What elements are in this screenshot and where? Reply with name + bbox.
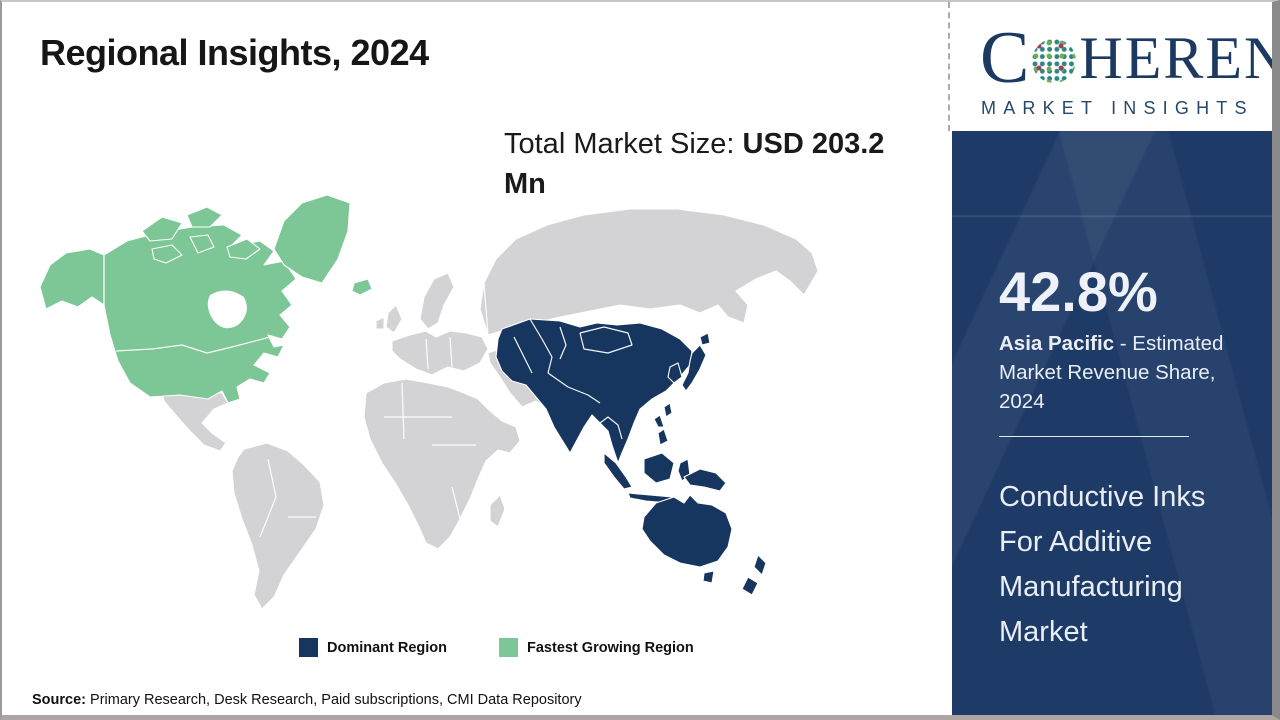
border-usa-canada	[115, 336, 271, 354]
border-china-india	[547, 372, 601, 404]
legend-item-fastest-growing: Fastest Growing Region	[499, 638, 694, 657]
landmass-asia-main	[495, 318, 693, 464]
border-europe-1	[425, 338, 429, 370]
revenue-share-region: Asia Pacific	[999, 332, 1115, 355]
landmass-tasmania	[702, 570, 715, 584]
landmass-russia	[479, 208, 819, 336]
market-name: Conductive Inks For Additive Manufacturi…	[999, 481, 1206, 648]
landmass-sumatra	[603, 452, 633, 490]
landmass-australia	[641, 494, 733, 568]
landmass-new-guinea	[683, 468, 727, 492]
border-mongolia	[579, 326, 633, 354]
border-europe-2	[449, 336, 453, 368]
source-line: Source: Primary Research, Desk Research,…	[32, 692, 582, 708]
logo-letter-c: C	[980, 17, 1030, 99]
landmass-philippines-1	[653, 414, 665, 428]
logo-wordmark: HERENT	[1079, 25, 1272, 91]
world-map-svg	[39, 194, 819, 610]
sidebar: 42.8% Asia Pacific - Estimated Market Re…	[952, 131, 1272, 715]
border-europe-russia	[483, 282, 489, 336]
landmass-arctic-island-5	[226, 238, 261, 260]
landmass-taiwan	[663, 402, 673, 418]
legend-item-dominant: Dominant Region	[299, 638, 447, 657]
landmass-madagascar	[489, 494, 506, 528]
border-central-asia-2	[559, 326, 567, 360]
landmass-ireland	[375, 316, 385, 330]
source-text: Primary Research, Desk Research, Paid su…	[86, 692, 582, 708]
landmass-new-zealand-north	[753, 554, 767, 576]
revenue-share-value: 42.8%	[999, 260, 1158, 323]
legend-swatch-dominant	[299, 638, 318, 657]
landmass-mexico-central-america	[161, 388, 229, 452]
page-title: Regional Insights, 2024	[40, 32, 429, 73]
landmass-japan	[681, 344, 707, 392]
legend-label-dominant: Dominant Region	[327, 639, 448, 656]
border-africa-east	[451, 486, 461, 520]
landmass-philippines-2	[657, 428, 669, 446]
region-other	[161, 208, 819, 610]
landmass-borneo	[643, 452, 675, 484]
border-central-asia-1	[513, 336, 533, 374]
revenue-share-description: Asia Pacific - Estimated Market Revenue …	[999, 332, 1224, 413]
total-market-size: Total Market Size: USD 203.2 Mn	[504, 124, 916, 204]
landmass-hokkaido	[699, 332, 711, 346]
landmass-uk	[385, 304, 403, 334]
landmass-iceland	[351, 278, 373, 296]
hudson-bay	[207, 290, 247, 329]
sidebar-divider	[999, 436, 1189, 437]
landmass-arctic-island-2	[186, 206, 223, 228]
globe-dots-icon	[1032, 39, 1077, 83]
landmass-arctic-island-4	[189, 234, 215, 254]
source-label: Source:	[32, 692, 86, 708]
landmass-arctic-island-3	[151, 244, 183, 264]
total-market-size-value: USD 203.2 Mn	[504, 128, 885, 200]
world-map	[32, 187, 937, 647]
logo-subtitle: MARKET INSIGHTS	[981, 98, 1254, 118]
landmass-korea	[667, 362, 683, 384]
border-brazil	[259, 458, 277, 538]
legend-swatch-fastest-growing	[499, 638, 518, 657]
landmass-scandinavia	[419, 272, 455, 330]
landmass-europe	[391, 330, 489, 376]
landmass-arctic-island-1	[141, 216, 183, 242]
country-borders	[103, 255, 633, 538]
landmass-new-zealand-south	[741, 576, 759, 596]
border-africa-west	[401, 382, 405, 440]
landmass-alaska	[39, 248, 105, 310]
landmass-greenland	[273, 194, 351, 284]
region-dominant	[495, 318, 767, 596]
region-fastest-growing	[39, 194, 373, 404]
brand-logo: C HERENT MARKET INSIGHTS	[948, 2, 1272, 131]
legend-label-fastest-growing: Fastest Growing Region	[527, 639, 694, 656]
border-kazakhstan-china	[529, 318, 553, 374]
border-indochina	[599, 416, 623, 440]
total-market-size-label: Total Market Size:	[504, 128, 743, 160]
landmass-south-america	[231, 442, 325, 610]
